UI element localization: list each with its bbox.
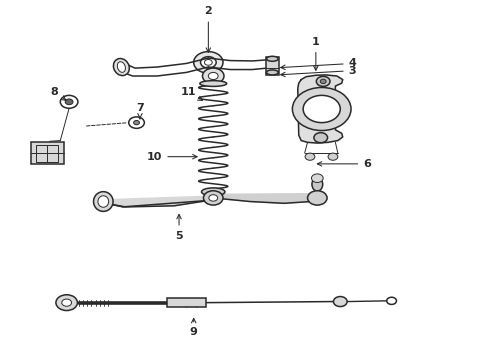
Circle shape xyxy=(56,295,77,311)
Bar xyxy=(167,298,206,307)
Circle shape xyxy=(208,72,218,80)
Bar xyxy=(31,142,64,164)
Circle shape xyxy=(305,153,315,160)
Text: 5: 5 xyxy=(175,215,183,240)
Text: 7: 7 xyxy=(136,103,144,119)
Circle shape xyxy=(62,299,72,306)
Ellipse shape xyxy=(312,177,323,191)
Circle shape xyxy=(209,195,218,201)
Circle shape xyxy=(200,57,216,68)
Ellipse shape xyxy=(117,62,125,72)
Text: 6: 6 xyxy=(318,159,371,169)
Circle shape xyxy=(333,297,347,307)
Circle shape xyxy=(387,297,396,305)
Circle shape xyxy=(203,191,223,205)
Text: 9: 9 xyxy=(190,318,197,337)
Circle shape xyxy=(194,51,223,73)
Text: 2: 2 xyxy=(204,6,212,52)
Ellipse shape xyxy=(98,196,109,207)
Circle shape xyxy=(317,76,330,86)
Ellipse shape xyxy=(200,81,227,86)
Ellipse shape xyxy=(201,188,225,196)
Text: 1: 1 xyxy=(312,37,319,70)
Text: 3: 3 xyxy=(281,66,356,77)
Circle shape xyxy=(202,68,224,84)
Circle shape xyxy=(65,99,73,105)
Text: 11: 11 xyxy=(181,87,202,100)
Circle shape xyxy=(129,117,145,129)
Bar xyxy=(266,57,279,75)
Circle shape xyxy=(314,133,328,143)
Circle shape xyxy=(328,153,338,160)
Circle shape xyxy=(312,174,323,183)
Text: 10: 10 xyxy=(147,152,197,162)
Ellipse shape xyxy=(267,56,278,61)
Circle shape xyxy=(320,79,326,84)
Circle shape xyxy=(134,121,140,125)
Text: 8: 8 xyxy=(50,87,66,100)
Polygon shape xyxy=(211,194,318,203)
Ellipse shape xyxy=(94,192,113,211)
Ellipse shape xyxy=(113,59,129,76)
Circle shape xyxy=(303,95,340,123)
Polygon shape xyxy=(106,196,213,207)
Circle shape xyxy=(293,87,351,131)
Ellipse shape xyxy=(267,70,278,75)
Circle shape xyxy=(308,191,327,205)
Circle shape xyxy=(60,95,78,108)
Bar xyxy=(36,145,58,162)
Text: 4: 4 xyxy=(281,58,356,69)
Polygon shape xyxy=(298,75,343,143)
